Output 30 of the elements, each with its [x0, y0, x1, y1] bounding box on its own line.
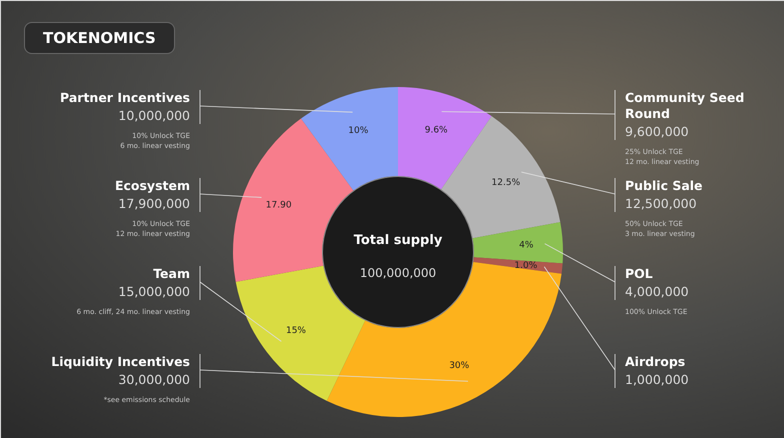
data-label: 12.5% [492, 178, 521, 188]
data-label: 10% [348, 126, 369, 136]
data-label: 15% [286, 326, 306, 336]
donut-slice [301, 87, 398, 191]
data-label: 9.6% [424, 125, 448, 136]
data-label: 1.0% [514, 260, 538, 271]
slice-label: Community Seed Round [625, 90, 744, 121]
data-label: 4% [519, 240, 534, 251]
text: 1,000,000 [625, 372, 689, 387]
slice-label: POL [625, 266, 653, 281]
slice-label: Public Sale [625, 178, 703, 193]
slice-label: Ecosystem [114, 178, 190, 193]
chart-title: TOKENOMICS [24, 22, 175, 54]
text: 100,000,000 [360, 266, 436, 280]
donut-slice [398, 87, 492, 190]
text: 17,900,000 [118, 196, 190, 211]
text: 10,000,000 [118, 108, 190, 123]
text: 15,000,000 [118, 284, 190, 299]
slice-label: Partner Incentives [60, 90, 190, 105]
slice-label: Liquidity Incentives [51, 354, 190, 369]
slice-label: Airdrops [625, 354, 686, 369]
text: 30,000,000 [118, 372, 190, 387]
text: 4,000,000 [625, 284, 689, 299]
slice-label: Team [153, 266, 190, 281]
text: 9,600,000 [625, 124, 689, 139]
text: Total supply [354, 233, 443, 248]
donut-slice [326, 262, 562, 417]
text: 12,500,000 [625, 196, 697, 211]
data-label: 17.90 [266, 200, 292, 210]
data-label: 30% [449, 360, 470, 371]
